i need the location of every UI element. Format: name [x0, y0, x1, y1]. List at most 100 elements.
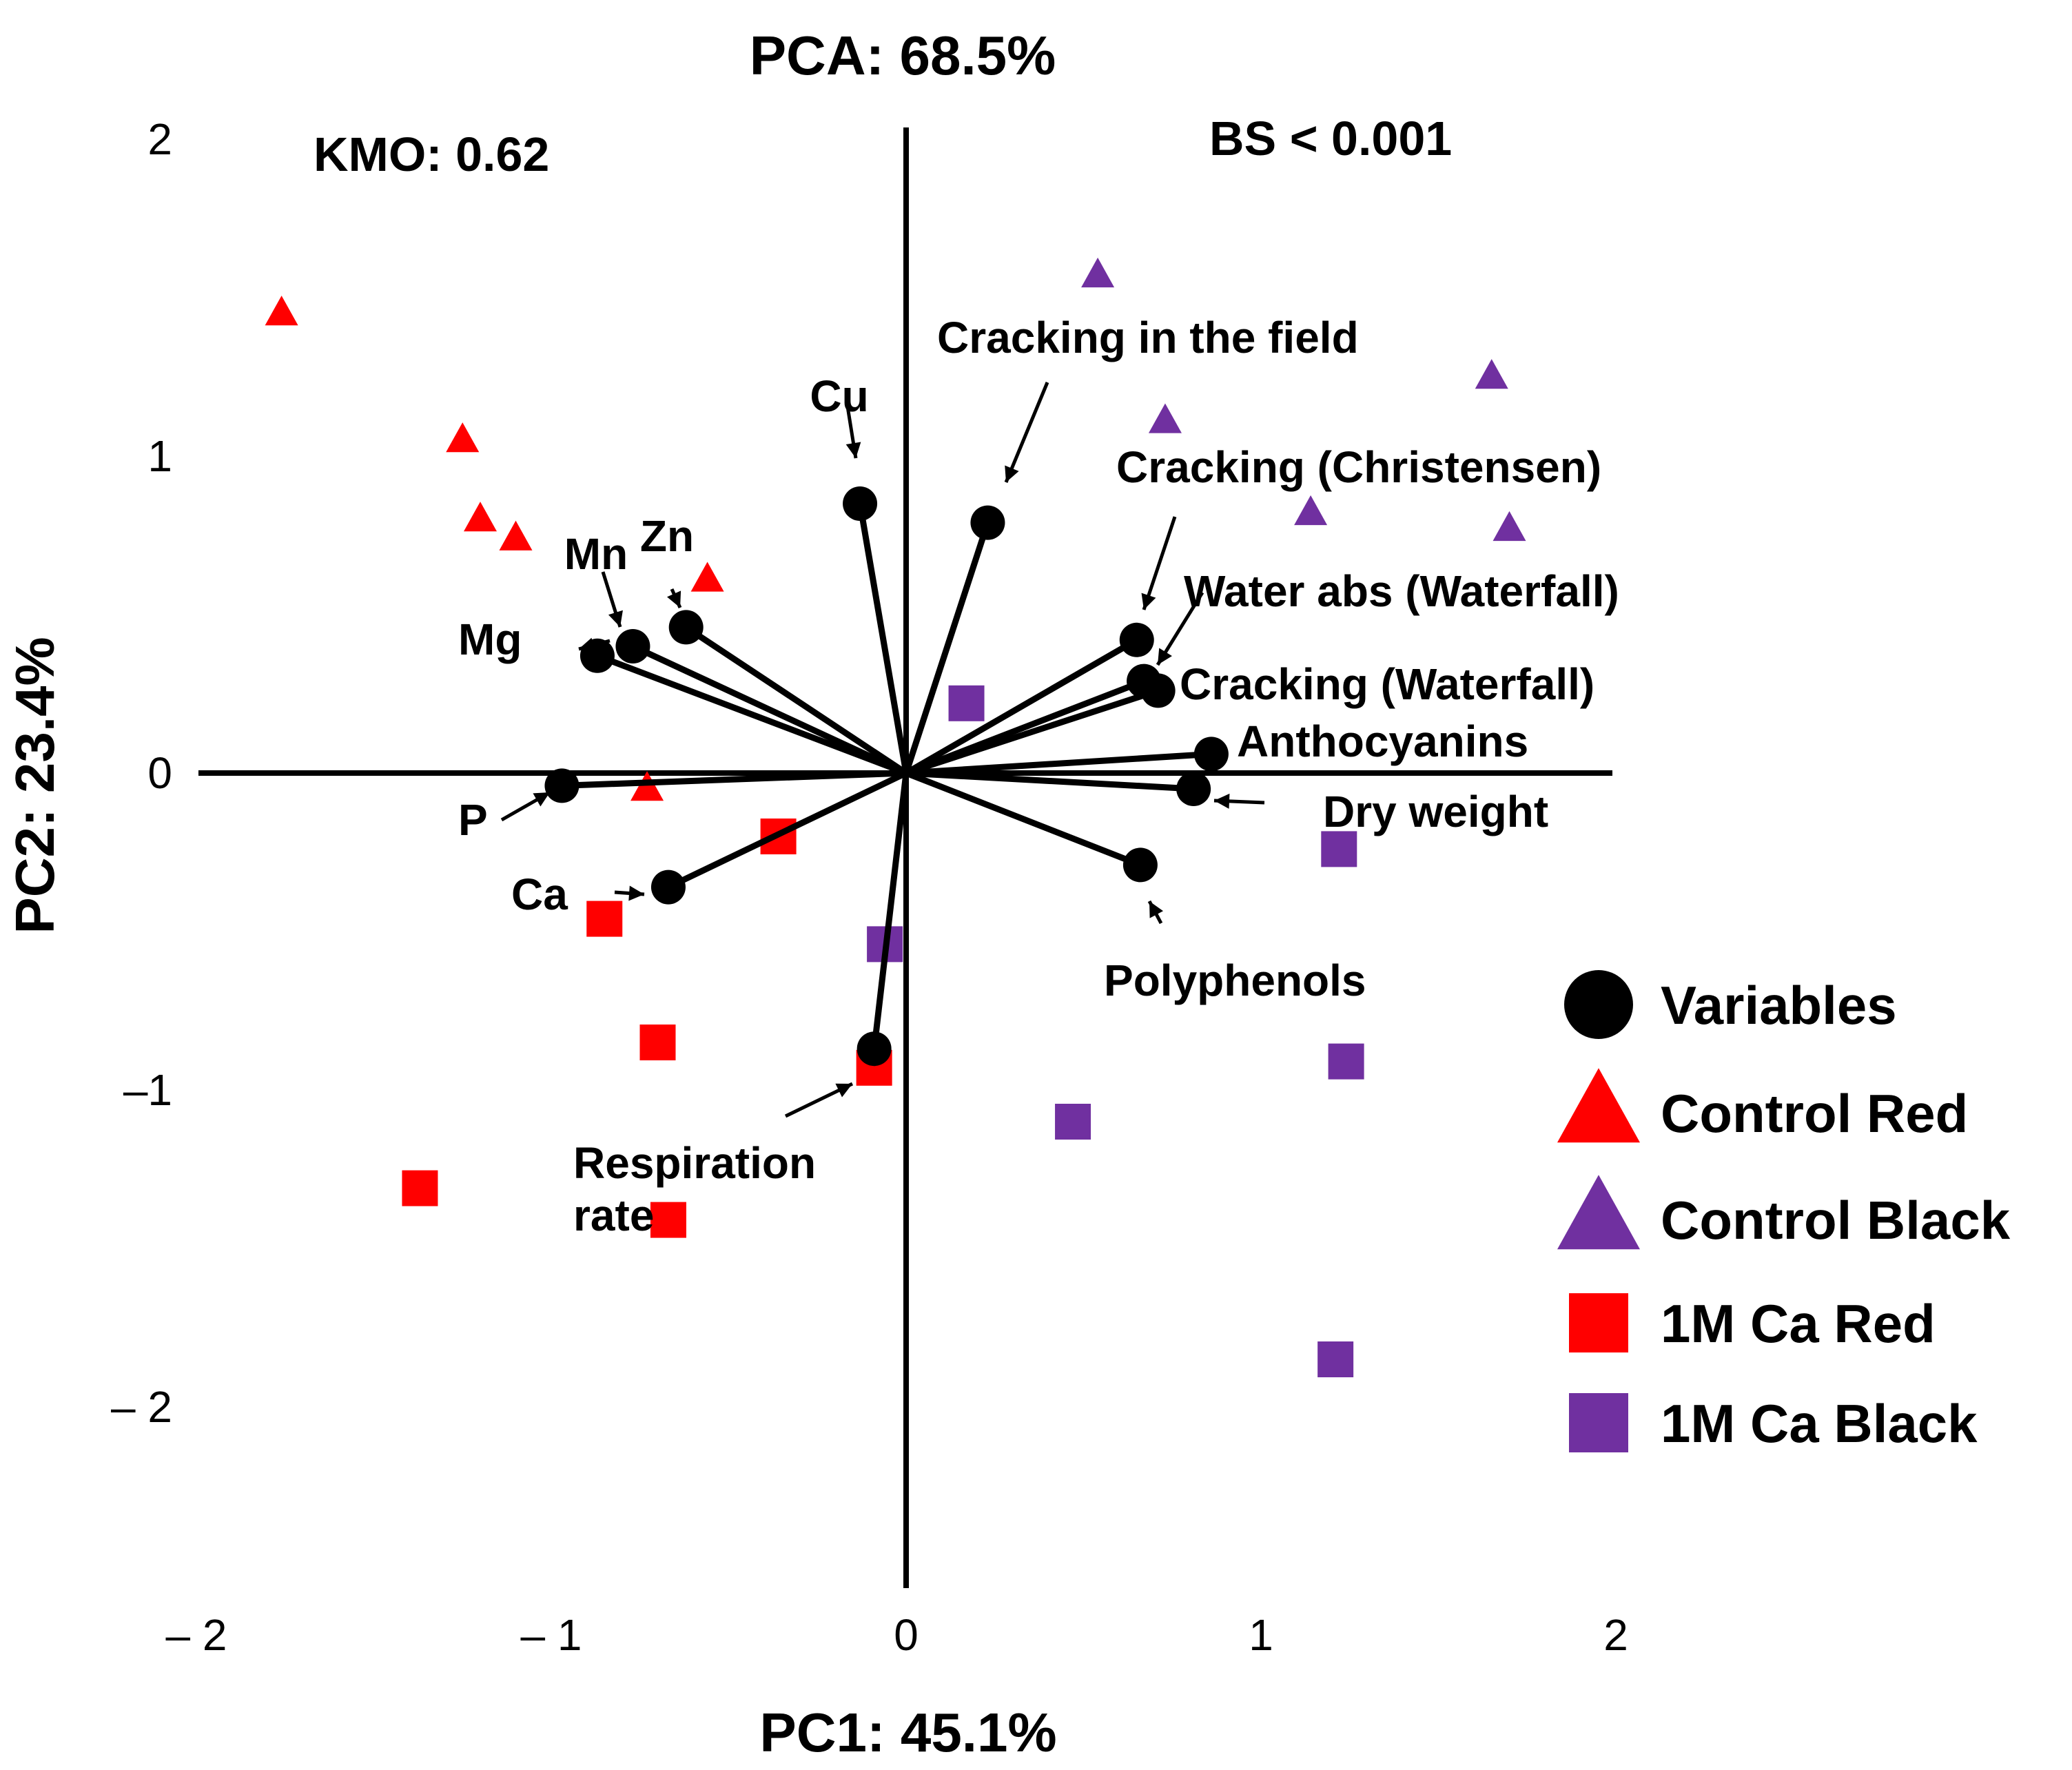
loading-point-cracking-in-the-field [970, 505, 1005, 540]
loading-point-cracking-christensen [1119, 622, 1154, 657]
loading-vector-respiration-rate [871, 772, 910, 1049]
legend-marker-circle [1564, 970, 1633, 1039]
label-arrow-head [1141, 593, 1156, 610]
label-arrow-head [533, 792, 550, 807]
control-black-point [1493, 511, 1526, 542]
label-arrow-head [667, 590, 681, 608]
loading-point-polyphenols [1122, 847, 1158, 883]
label-arrow-head [628, 885, 644, 901]
legend-label: Variables [1661, 975, 1897, 1036]
label-arrow-head [579, 637, 596, 652]
label-arrow-head [1005, 465, 1019, 482]
loading-vector-dry-weight [905, 770, 1194, 792]
legend-label: Control Black [1661, 1190, 2011, 1251]
x-tick-labels: – 2 – 1 0 1 2 [166, 1610, 1628, 1660]
loading-point-ca [650, 869, 686, 905]
kmo-annotation: KMO: 0.62 [314, 127, 549, 181]
1m-ca-red-point [586, 901, 623, 937]
loading-vector-mg [596, 652, 907, 776]
loading-label-line: rate [573, 1191, 654, 1240]
loading-label-mn: Mn [564, 529, 628, 579]
legend-label: 1M Ca Black [1661, 1393, 1978, 1454]
loading-label-cu: Cu [810, 371, 868, 421]
control-red-point [630, 771, 664, 801]
label-arrow-head [835, 1083, 852, 1098]
legend: Variables Control Red Control Black 1M Ca R… [1557, 970, 2011, 1454]
legend-marker-triangle [1557, 1175, 1640, 1250]
chart-title: PCA: 68.5% [750, 25, 1056, 86]
label-arrow-head [1158, 648, 1172, 665]
control-black-point [1148, 403, 1182, 433]
loading-point-p [544, 768, 579, 803]
loading-vector-anthocyanins [905, 750, 1212, 776]
1m-ca-red-point [650, 1202, 686, 1238]
legend-marker-triangle [1557, 1068, 1640, 1143]
loading-point-zn [668, 610, 704, 645]
label-arrow-shaft [1142, 516, 1177, 610]
1m-ca-black-point [1321, 831, 1357, 867]
legend-label: Control Red [1661, 1083, 1968, 1144]
score-points [265, 257, 1526, 1377]
control-black-point [1294, 495, 1328, 526]
legend-item-1m-ca-red: 1M Ca Red [1569, 1293, 1936, 1354]
legend-marker-square [1569, 1293, 1628, 1352]
control-red-point [446, 422, 480, 453]
1m-ca-red-point [639, 1025, 676, 1060]
x-axis-label: PC1: 45.1% [759, 1702, 1056, 1763]
loading-label-ca: Ca [511, 869, 568, 919]
y-tick-label: –1 [123, 1065, 172, 1115]
control-red-point [464, 502, 497, 532]
bartlett-annotation: BS < 0.001 [1209, 112, 1452, 165]
loading-label-water-abs-waterfall: Water abs (Waterfall) [1184, 566, 1619, 616]
label-arrow-shaft [1004, 382, 1049, 483]
loading-label-polyphenols: Polyphenols [1104, 956, 1366, 1005]
y-axis-label: PC2: 23.4% [4, 637, 65, 934]
y-tick-label: 2 [147, 114, 172, 164]
loading-label-cracking-christensen: Cracking (Christensen) [1116, 442, 1601, 492]
legend-item-control-black: Control Black [1557, 1175, 2011, 1251]
loading-label-p: P [458, 795, 488, 845]
x-tick-label: – 1 [521, 1610, 582, 1660]
control-red-point [265, 296, 298, 326]
loading-vector-ca [667, 770, 907, 890]
legend-marker-square [1569, 1393, 1628, 1452]
legend-item-variables: Variables [1564, 970, 1897, 1039]
loading-label-cracking-waterfall: Cracking (Waterfall) [1180, 659, 1594, 709]
loading-point-mn [615, 629, 650, 663]
x-tick-label: – 2 [166, 1610, 227, 1660]
x-tick-label: 0 [894, 1610, 919, 1660]
1m-ca-black-point [1317, 1341, 1354, 1377]
control-red-point [690, 562, 724, 592]
label-arrow-head [845, 442, 861, 458]
loading-vector-cracking-in-the-field [903, 522, 991, 774]
loading-label-anthocyanins: Anthocyanins [1237, 717, 1528, 766]
1m-ca-black-point [1328, 1043, 1364, 1080]
loading-vector-zn [684, 624, 908, 776]
loading-vectors [544, 486, 1229, 1067]
x-tick-label: 2 [1603, 1610, 1628, 1660]
loading-vector-mn [631, 643, 907, 776]
loading-point-dry-weight [1176, 772, 1211, 806]
y-tick-label: 0 [147, 748, 172, 798]
loading-vector-cracking-waterfall [905, 688, 1160, 776]
loading-vector-p [562, 770, 907, 789]
label-arrow-head [1214, 793, 1230, 809]
y-tick-label: – 2 [111, 1382, 172, 1432]
loading-point-cu [843, 486, 878, 521]
legend-item-control-red: Control Red [1557, 1068, 1968, 1144]
1m-ca-red-point [402, 1170, 438, 1206]
loading-label-respiration-rate: Respiration rate [573, 1138, 816, 1240]
legend-item-1m-ca-black: 1M Ca Black [1569, 1393, 1978, 1454]
loading-point-anthocyanins [1193, 737, 1229, 772]
1m-ca-black-point [1055, 1104, 1091, 1140]
loading-vector-cracking-christensen [904, 637, 1138, 776]
x-tick-label: 1 [1249, 1610, 1273, 1660]
loading-label-cracking-in-the-field: Cracking in the field [937, 313, 1359, 362]
loading-label-line: Respiration [573, 1138, 816, 1188]
y-tick-labels: 2 1 0 –1 – 2 [111, 114, 172, 1432]
loading-point-cracking-waterfall [1140, 673, 1176, 708]
label-arrow-head [1149, 901, 1164, 918]
legend-label: 1M Ca Red [1661, 1293, 1936, 1354]
